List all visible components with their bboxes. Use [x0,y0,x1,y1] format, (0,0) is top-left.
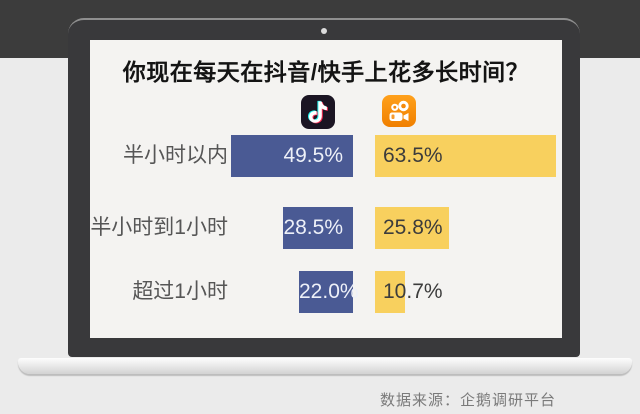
bar-kuaishou: 25.8% [375,207,449,249]
data-source-note: 数据来源：企鹅调研平台 [379,392,556,409]
category-label: 半小时以内 [123,144,228,167]
webcam-dot [321,28,327,34]
category-label: 半小时到1小时 [90,216,228,239]
category-label: 超过1小时 [132,280,228,303]
chart-row: 半小时到1小时 28.5% 25.8% [90,207,562,249]
bar-douyin: 49.5% [231,135,353,177]
kuaishou-icon [382,95,416,129]
chart-row: 半小时以内 49.5% 63.5% [90,135,562,177]
laptop-screen: 你现在每天在抖音/快手上花多长时间？ [90,40,562,338]
bar-kuaishou: 63.5% [375,135,556,177]
bar-rows: 半小时以内 49.5% 63.5% 半小时到1小时 28.5% 25.8% 超过1小时 22.… [90,40,562,338]
chart-row: 超过1小时 22.0% 10.7% [90,271,562,313]
bar-douyin: 28.5% [283,207,353,249]
laptop-base [18,358,632,374]
chart-title: 你现在每天在抖音/快手上花多长时间？ [122,59,530,85]
bar-douyin: 22.0% [299,271,359,313]
douyin-icon [301,95,335,129]
bar-kuaishou: 10.7% [375,271,443,313]
